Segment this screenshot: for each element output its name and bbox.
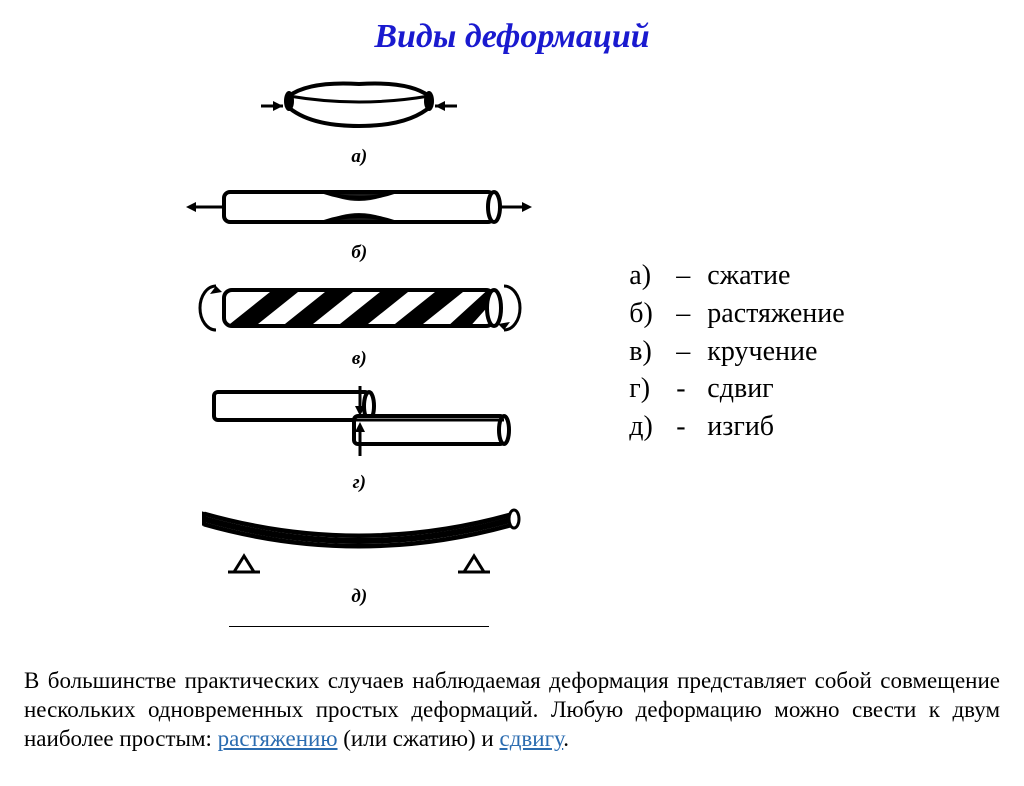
link-shear[interactable]: сдвигу (500, 726, 564, 751)
legend-dash: - (676, 370, 700, 408)
legend-label: изгиб (707, 411, 774, 442)
diagram-shear (194, 382, 524, 462)
caption-a: а) (351, 146, 367, 168)
legend-dash: - (676, 408, 700, 446)
legend-list: а) – сжатие б) – растяжение в) – кручени… (629, 257, 844, 446)
caption-c: в) (352, 348, 367, 370)
legend-label: растяжение (707, 298, 844, 329)
paragraph-mid: (или сжатию) и (338, 726, 500, 751)
link-tension[interactable]: растяжению (218, 726, 338, 751)
legend-label: сжатие (707, 260, 790, 291)
legend-row-e: д) - изгиб (629, 408, 844, 446)
legend-row-b: б) – растяжение (629, 295, 844, 333)
diagram-compression (259, 76, 459, 136)
deformation-diagrams: а) б) (179, 76, 539, 627)
legend-letter: г) (629, 370, 669, 408)
legend-letter: д) (629, 408, 669, 446)
legend-row-a: а) – сжатие (629, 257, 844, 295)
caption-d: г) (353, 472, 366, 494)
legend-label: кручение (707, 336, 817, 367)
diagram-underline (229, 626, 489, 627)
legend-letter: в) (629, 333, 669, 371)
caption-e: д) (351, 586, 367, 608)
legend-row-d: г) - сдвиг (629, 370, 844, 408)
legend-label: сдвиг (707, 373, 773, 404)
legend-letter: б) (629, 295, 669, 333)
legend-letter: а) (629, 257, 669, 295)
diagram-bending (184, 506, 534, 576)
legend-dash: – (676, 295, 700, 333)
legend-row-c: в) – кручение (629, 333, 844, 371)
caption-b: б) (351, 242, 367, 264)
main-area: а) б) (0, 76, 1024, 627)
body-paragraph: В большинстве практических случаев наблю… (24, 667, 1000, 753)
diagram-tension (184, 180, 534, 232)
diagram-torsion (194, 276, 524, 338)
legend-dash: – (676, 257, 700, 295)
legend-dash: – (676, 333, 700, 371)
paragraph-tail: . (563, 726, 569, 751)
page-title: Виды деформаций (0, 18, 1024, 56)
